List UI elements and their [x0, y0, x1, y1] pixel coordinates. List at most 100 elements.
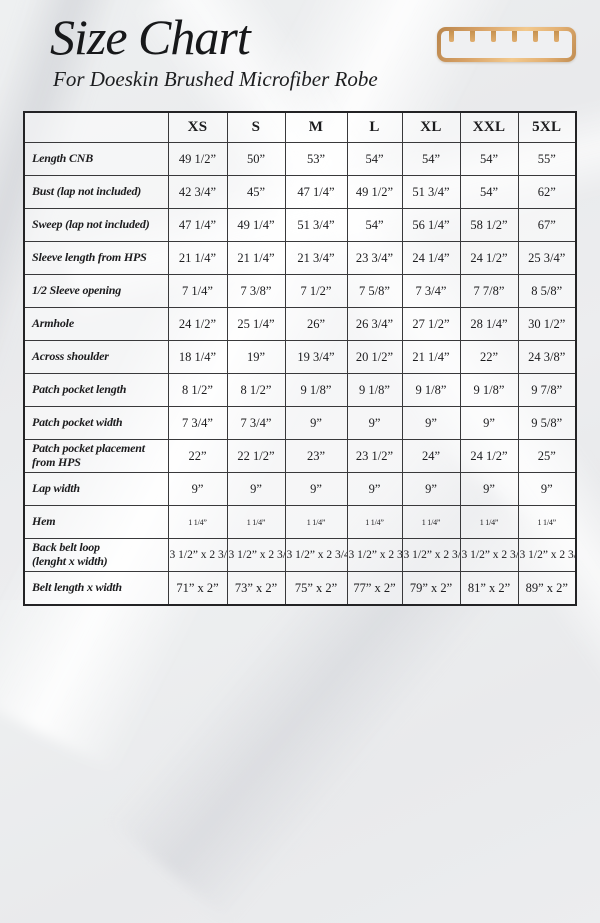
- measurement-value: 49 1/2”: [346, 175, 403, 209]
- measurement-value: 3 1/2” x 2 3/4”: [459, 538, 519, 572]
- measurement-value: 9”: [346, 472, 403, 506]
- measurement-value: 9”: [401, 472, 461, 506]
- measurement-value: 49 1/2”: [167, 142, 228, 176]
- measurement-row: Lap width 9” 9” 9” 9” 9” 9” 9”: [23, 472, 577, 506]
- measurement-value: 28 1/4”: [459, 307, 519, 341]
- size-column-header: XS: [167, 111, 228, 143]
- measurement-value: 21 1/4”: [226, 241, 286, 275]
- measurement-row: Across shoulder 18 1/4” 19” 19 3/4” 20 1/2” 2…: [23, 340, 577, 374]
- measurement-value: 19”: [226, 340, 286, 374]
- measurement-value: 51 3/4”: [401, 175, 461, 209]
- measurement-value: 25”: [517, 439, 577, 473]
- measurement-value: 22 1/2”: [226, 439, 286, 473]
- measurement-label: Armhole: [23, 307, 169, 341]
- page-subtitle: For Doeskin Brushed Microfiber Robe: [53, 67, 378, 91]
- measurement-value: 54”: [346, 142, 403, 176]
- measurement-label: Hem: [23, 505, 169, 539]
- ruler-icon-face: [441, 31, 572, 58]
- measurement-value: 24 1/2”: [459, 241, 519, 275]
- measurement-value: 7 1/2”: [284, 274, 348, 308]
- measurement-value: 3 1/2” x 2 3/4”: [167, 538, 228, 572]
- measurement-value: 3 1/2” x 2 3/4”: [226, 538, 286, 572]
- measurement-value: 8 1/2”: [226, 373, 286, 407]
- ruler-icon: [437, 27, 576, 62]
- measurement-label: Patch pocket length: [23, 373, 169, 407]
- measurement-value: 24”: [401, 439, 461, 473]
- measurement-label: Patch pocket placement from HPS: [23, 439, 169, 473]
- measurement-value: 47 1/4”: [284, 175, 348, 209]
- measurement-row: Length CNB 49 1/2” 50” 53” 54” 54” 54” 55”: [23, 142, 577, 176]
- ruler-tick: [554, 31, 559, 42]
- measurement-value: 42 3/4”: [167, 175, 228, 209]
- measurement-value: 25 1/4”: [226, 307, 286, 341]
- measurement-value: 3 1/2” x 2 3/4”: [401, 538, 461, 572]
- measurement-value: 67”: [517, 208, 577, 242]
- measurement-value: 25 3/4”: [517, 241, 577, 275]
- measurement-row: Patch pocket width 7 3/4” 7 3/4” 9” 9” 9” 9” 9 …: [23, 406, 577, 440]
- measurement-value: 50”: [226, 142, 286, 176]
- measurement-value: 9 1/8”: [346, 373, 403, 407]
- measurement-value: 22”: [459, 340, 519, 374]
- size-column-header: XL: [401, 111, 461, 143]
- measurement-value: 1 1/4”: [459, 505, 519, 539]
- measurement-value: 24 3/8”: [517, 340, 577, 374]
- measurement-value: 24 1/4”: [401, 241, 461, 275]
- measurement-value: 1 1/4”: [346, 505, 403, 539]
- measurement-value: 9”: [517, 472, 577, 506]
- measurement-value: 23 3/4”: [346, 241, 403, 275]
- measurement-value: 47 1/4”: [167, 208, 228, 242]
- measurement-value: 54”: [459, 142, 519, 176]
- measurement-value: 3 1/2” x 2 3/4”: [284, 538, 348, 572]
- measurement-value: 7 3/4”: [167, 406, 228, 440]
- measurement-value: 7 7/8”: [459, 274, 519, 308]
- size-column-header: M: [284, 111, 348, 143]
- measurement-label: Lap width: [23, 472, 169, 506]
- measurement-value: 22”: [167, 439, 228, 473]
- measurement-value: 53”: [284, 142, 348, 176]
- measurement-value: 21 1/4”: [167, 241, 228, 275]
- measurement-value: 9”: [226, 472, 286, 506]
- measurement-value: 23”: [284, 439, 348, 473]
- measurement-value: 9 1/8”: [284, 373, 348, 407]
- measurement-value: 27 1/2”: [401, 307, 461, 341]
- measurement-value: 23 1/2”: [346, 439, 403, 473]
- measurement-label: Patch pocket width: [23, 406, 169, 440]
- header-row: XS S M L XL XXL 5XL: [23, 111, 577, 143]
- measurement-value: 58 1/2”: [459, 208, 519, 242]
- measurement-value: 7 5/8”: [346, 274, 403, 308]
- measurement-value: 9”: [346, 406, 403, 440]
- measurement-row: Armhole 24 1/2” 25 1/4” 26” 26 3/4” 27 1/2” 28…: [23, 307, 577, 341]
- measurement-value: 19 3/4”: [284, 340, 348, 374]
- measurement-value: 1 1/4”: [226, 505, 286, 539]
- measurement-value: 3 1/2” x 2 3/4”: [346, 538, 403, 572]
- measurement-label: Back belt loop (lenght x width): [23, 538, 169, 572]
- measurement-value: 54”: [459, 175, 519, 209]
- measurement-row: Sleeve length from HPS 21 1/4” 21 1/4” 21 3…: [23, 241, 577, 275]
- measurement-value: 24 1/2”: [459, 439, 519, 473]
- measurement-value: 8 5/8”: [517, 274, 577, 308]
- measurement-value: 45”: [226, 175, 286, 209]
- measurement-value: 18 1/4”: [167, 340, 228, 374]
- measurement-value: 56 1/4”: [401, 208, 461, 242]
- page-header: Size Chart For Doeskin Brushed Microfibe…: [50, 10, 378, 92]
- measurement-value: 1 1/4”: [517, 505, 577, 539]
- measurement-value: 55”: [517, 142, 577, 176]
- measurement-value: 9”: [284, 472, 348, 506]
- measurement-row: Patch pocket length 8 1/2” 8 1/2” 9 1/8” 9 1…: [23, 373, 577, 407]
- measurement-value: 8 1/2”: [167, 373, 228, 407]
- ruler-tick: [449, 31, 454, 42]
- measurement-value: 9 1/8”: [401, 373, 461, 407]
- measurement-value: 1 1/4”: [284, 505, 348, 539]
- measurement-value: 3 1/2” x 2 3/4”: [517, 538, 577, 572]
- measurement-row: Hem 1 1/4” 1 1/4” 1 1/4” 1 1/4” 1 1/4” 1 1/4” 1…: [23, 505, 577, 539]
- page-title: Size Chart: [50, 9, 251, 65]
- measurement-value: 62”: [517, 175, 577, 209]
- measurement-label: Sleeve length from HPS: [23, 241, 169, 275]
- measurement-row: Sweep (lap not included) 47 1/4” 49 1/4” 51…: [23, 208, 577, 242]
- measurement-value: 21 3/4”: [284, 241, 348, 275]
- measurement-label: 1/2 Sleeve opening: [23, 274, 169, 308]
- measurement-value: 1 1/4”: [167, 505, 228, 539]
- measurement-value: 9 5/8”: [517, 406, 577, 440]
- corner-cell: [23, 111, 169, 143]
- measurement-value: 54”: [401, 142, 461, 176]
